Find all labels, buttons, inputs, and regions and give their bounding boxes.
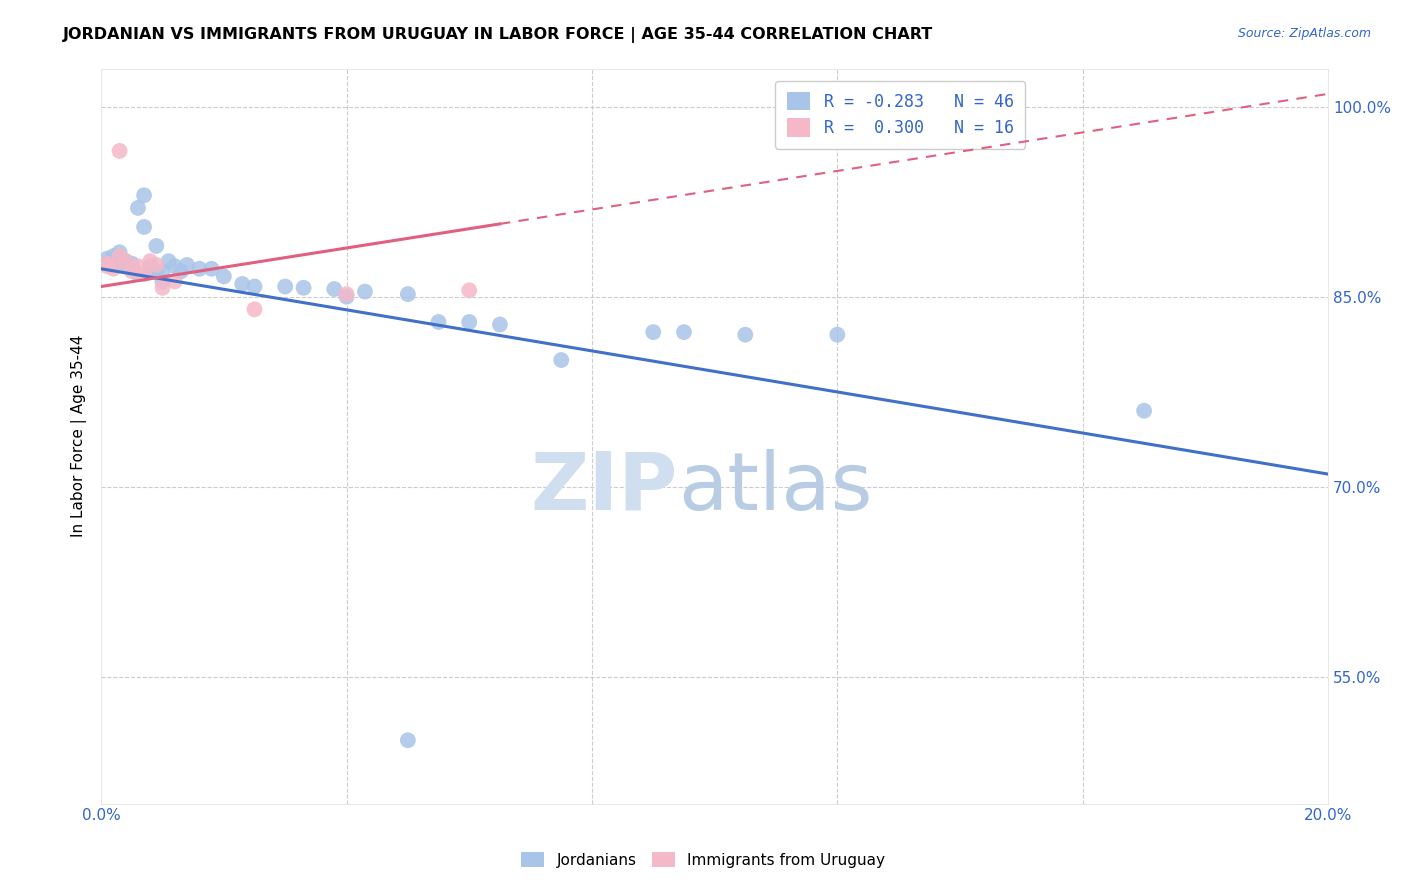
Point xyxy=(127,201,149,215)
Point xyxy=(132,188,155,202)
Point xyxy=(103,254,125,268)
Point xyxy=(103,261,125,276)
Point xyxy=(243,279,266,293)
Point xyxy=(672,325,695,339)
Point xyxy=(152,275,174,289)
Point xyxy=(458,283,481,297)
Point xyxy=(335,290,357,304)
Text: JORDANIAN VS IMMIGRANTS FROM URUGUAY IN LABOR FORCE | AGE 35-44 CORRELATION CHAR: JORDANIAN VS IMMIGRANTS FROM URUGUAY IN … xyxy=(63,27,934,43)
Point xyxy=(212,269,235,284)
Y-axis label: In Labor Force | Age 35-44: In Labor Force | Age 35-44 xyxy=(72,334,87,537)
Point xyxy=(127,259,149,273)
Point xyxy=(108,245,131,260)
Point xyxy=(96,257,118,271)
Point xyxy=(827,327,849,342)
Point xyxy=(121,264,143,278)
Point xyxy=(188,261,211,276)
Point xyxy=(1133,403,1156,417)
Point xyxy=(139,254,162,268)
Point xyxy=(132,267,155,281)
Point xyxy=(108,249,131,263)
Point xyxy=(114,254,136,268)
Point xyxy=(643,325,665,339)
Point xyxy=(139,264,162,278)
Point xyxy=(427,315,450,329)
Point xyxy=(292,281,315,295)
Point xyxy=(163,259,186,273)
Point xyxy=(121,261,143,276)
Point xyxy=(152,281,174,295)
Point xyxy=(335,287,357,301)
Point xyxy=(121,257,143,271)
Point xyxy=(152,264,174,278)
Point xyxy=(550,353,572,368)
Point xyxy=(103,249,125,263)
Point xyxy=(200,261,222,276)
Point xyxy=(396,733,419,747)
Point xyxy=(157,254,180,268)
Point xyxy=(103,258,125,272)
Text: Source: ZipAtlas.com: Source: ZipAtlas.com xyxy=(1237,27,1371,40)
Point xyxy=(132,219,155,234)
Point xyxy=(231,277,253,291)
Point xyxy=(127,267,149,281)
Point xyxy=(323,282,346,296)
Point xyxy=(108,144,131,158)
Point xyxy=(96,259,118,273)
Text: atlas: atlas xyxy=(678,449,872,526)
Point xyxy=(734,327,756,342)
Point xyxy=(96,252,118,266)
Point xyxy=(114,254,136,268)
Point xyxy=(354,285,377,299)
Point xyxy=(139,259,162,273)
Point xyxy=(145,264,167,278)
Legend: Jordanians, Immigrants from Uruguay: Jordanians, Immigrants from Uruguay xyxy=(515,846,891,873)
Point xyxy=(458,315,481,329)
Point xyxy=(108,254,131,268)
Point xyxy=(170,264,193,278)
Point xyxy=(274,279,297,293)
Point xyxy=(176,258,198,272)
Point xyxy=(163,275,186,289)
Point xyxy=(114,259,136,273)
Legend: R = -0.283   N = 46, R =  0.300   N = 16: R = -0.283 N = 46, R = 0.300 N = 16 xyxy=(775,80,1025,149)
Point xyxy=(243,302,266,317)
Point xyxy=(96,257,118,271)
Point xyxy=(396,287,419,301)
Point xyxy=(145,258,167,272)
Text: ZIP: ZIP xyxy=(530,449,678,526)
Point xyxy=(489,318,512,332)
Point xyxy=(145,239,167,253)
